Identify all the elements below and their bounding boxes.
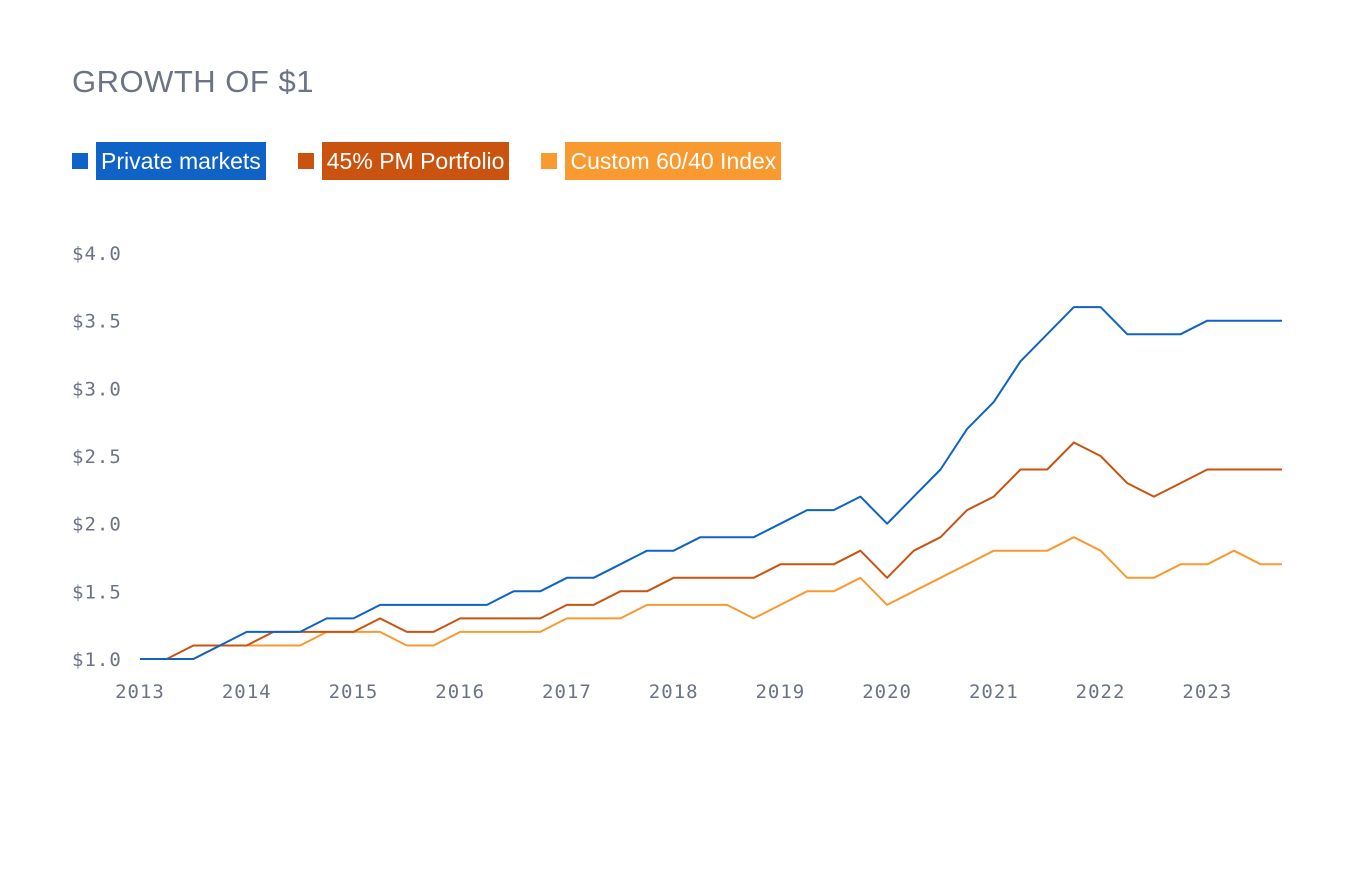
y-tick-label: $3.5	[72, 311, 122, 333]
legend-label: 45% PM Portfolio	[321, 142, 510, 180]
x-tick-label: 2017	[542, 681, 592, 703]
x-tick-label: 2018	[649, 681, 699, 703]
legend-item-45-pm-portfolio[interactable]: 45% PM Portfolio	[297, 142, 510, 180]
x-tick-label: 2013	[115, 681, 165, 703]
legend-item-custom-60-40-index[interactable]: Custom 60/40 Index	[541, 142, 782, 180]
legend-swatch	[72, 153, 88, 169]
legend-label: Private markets	[96, 142, 266, 180]
y-tick-label: $2.0	[72, 514, 122, 536]
x-tick-label: 2015	[329, 681, 379, 703]
x-tick-label: 2020	[862, 681, 912, 703]
chart-title: GROWTH OF $1	[72, 64, 314, 99]
legend-item-private-markets[interactable]: Private markets	[72, 142, 266, 180]
y-tick-label: $3.0	[72, 378, 122, 400]
series-line-private-markets[interactable]	[140, 306, 1282, 660]
legend-swatch	[541, 153, 558, 169]
x-tick-label: 2014	[222, 681, 272, 703]
x-tick-label: 2023	[1182, 681, 1232, 703]
y-tick-label: $4.0	[72, 243, 122, 265]
y-tick-label: $1.0	[72, 649, 122, 671]
x-tick-label: 2022	[1076, 681, 1126, 703]
series-line-custom-60-40-index[interactable]	[140, 536, 1282, 660]
legend-swatch	[297, 153, 314, 169]
legend: Private markets 45% PM Portfolio Custom …	[72, 142, 813, 180]
series-line-45-pm-portfolio[interactable]	[140, 441, 1282, 660]
legend-label: Custom 60/40 Index	[565, 142, 782, 180]
x-tick-label: 2016	[435, 681, 485, 703]
y-tick-label: $2.5	[72, 446, 122, 468]
x-tick-label: 2019	[755, 681, 805, 703]
y-tick-label: $1.5	[72, 581, 122, 603]
x-tick-label: 2021	[969, 681, 1019, 703]
